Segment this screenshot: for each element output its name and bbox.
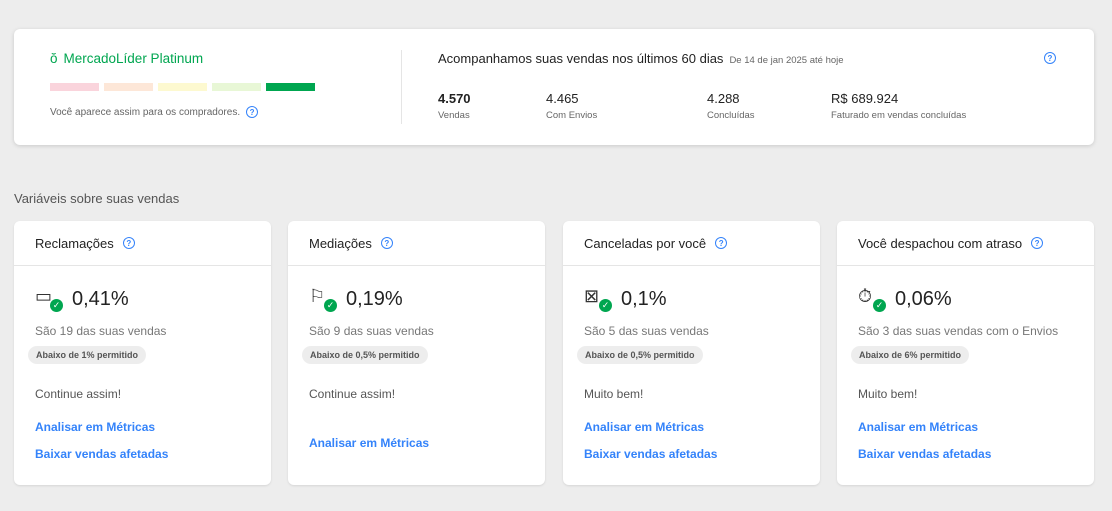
card-complaints: Reclamações? ▭ ✓ 0,41% São 19 das suas ven…: [14, 221, 271, 485]
analyze-metrics-link[interactable]: Analisar em Métricas: [309, 436, 430, 450]
check-icon: ✓: [873, 299, 886, 312]
level: ŏ MercadoLíder Platinum: [50, 51, 204, 66]
analyze-metrics-link[interactable]: Analisar em Métricas: [584, 420, 705, 434]
chat-icon: ▭ ✓: [35, 286, 63, 312]
stat-shipping: 4.465 Com Envios: [546, 91, 598, 121]
help-icon[interactable]: ?: [715, 237, 728, 249]
sales-heading: Acompanhamos suas vendas nos últimos 60 …: [438, 51, 844, 66]
reputation-thermometer: [50, 83, 315, 91]
medal-icon: ŏ: [50, 51, 58, 66]
reputation-summary: ŏ MercadoLíder Platinum Você aparece assi…: [14, 29, 1094, 145]
card-cancellations: Canceladas por você? ⊠ ✓ 0,1% São 5 das su…: [563, 221, 820, 485]
cancel-bag-icon: ⊠ ✓: [584, 286, 612, 312]
thermometer-red: [50, 83, 99, 91]
stat-revenue: R$ 689.924 Faturado em vendas concluídas: [831, 91, 967, 121]
appear-text: Você aparece assim para os compradores.: [50, 106, 241, 118]
flag-icon: ⚐ ✓: [309, 286, 337, 312]
thermometer-lightgreen: [212, 83, 261, 91]
analyze-metrics-link[interactable]: Analisar em Métricas: [35, 420, 156, 434]
thermometer-yellow: [158, 83, 207, 91]
card-mediations: Mediações? ⚐ ✓ 0,19% São 9 das suas vendas…: [288, 221, 545, 485]
analyze-metrics-link[interactable]: Analisar em Métricas: [858, 420, 979, 434]
help-icon[interactable]: ?: [1044, 52, 1056, 64]
period: De 14 de jan 2025 até hoje: [729, 55, 844, 66]
limit-badge: Abaixo de 0,5% permitido: [302, 346, 428, 364]
help-icon[interactable]: ?: [246, 106, 259, 118]
thermometer-green: [266, 83, 315, 91]
download-affected-link[interactable]: Baixar vendas afetadas: [858, 447, 992, 461]
thermometer-orange: [104, 83, 153, 91]
section-title: Variáveis sobre suas vendas: [14, 191, 180, 206]
limit-badge: Abaixo de 6% permitido: [851, 346, 970, 364]
limit-badge: Abaixo de 0,5% permitido: [577, 346, 703, 364]
check-icon: ✓: [599, 299, 612, 312]
card-late-shipping: Você despachou com atraso? ⏱ ✓ 0,06% São 3…: [837, 221, 1094, 485]
help-icon[interactable]: ?: [380, 237, 393, 249]
check-icon: ✓: [50, 299, 63, 312]
check-icon: ✓: [324, 299, 337, 312]
help-icon[interactable]: ?: [122, 237, 135, 249]
stat-sales: 4.570 Vendas: [438, 91, 471, 121]
download-affected-link[interactable]: Baixar vendas afetadas: [35, 447, 169, 461]
stat-completed: 4.288 Concluídas: [707, 91, 755, 121]
help-icon[interactable]: ?: [1031, 237, 1044, 249]
limit-badge: Abaixo de 1% permitido: [28, 346, 147, 364]
divider: [401, 50, 402, 124]
stopwatch-icon: ⏱ ✓: [858, 286, 886, 312]
download-affected-link[interactable]: Baixar vendas afetadas: [584, 447, 718, 461]
